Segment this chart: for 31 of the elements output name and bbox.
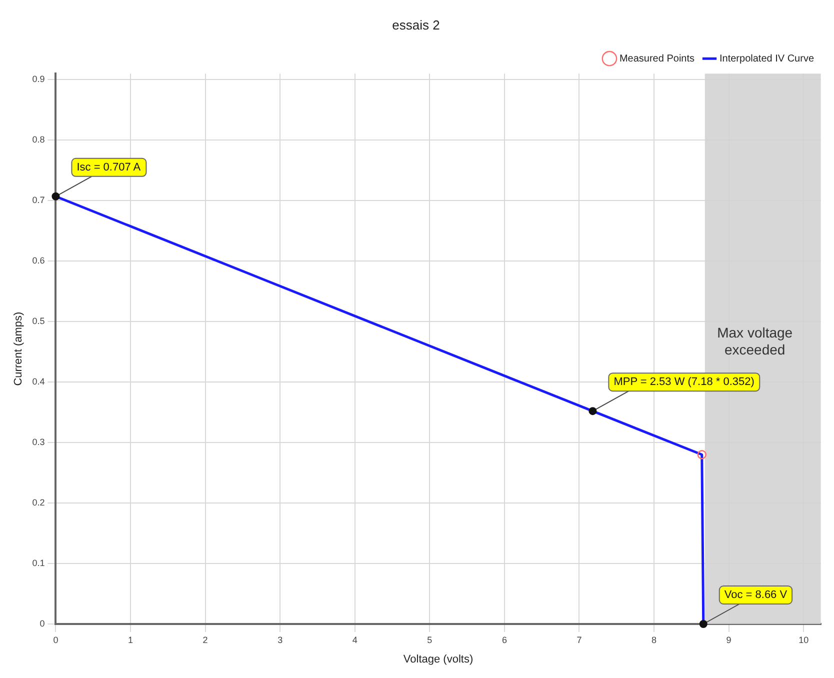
y-tick-label: 0.7: [32, 195, 45, 206]
y-tick-label: 0.8: [32, 134, 45, 145]
band-label: Max voltage exceeded: [717, 324, 793, 358]
legend-label: Measured Points: [619, 53, 695, 64]
point: [697, 450, 706, 460]
chart-title: essais 2: [392, 17, 440, 32]
x-tick-label: 10: [798, 634, 809, 645]
y-tick-label: 0.2: [32, 498, 45, 508]
x-axis-title: Voltage (volts): [403, 653, 474, 666]
x-tick-label: 5: [427, 634, 432, 645]
x-tick-label: 2: [202, 634, 208, 645]
y-tick-label: 0.9: [32, 74, 45, 84]
x-tick-label: 4: [352, 634, 358, 645]
y-axis-title: Current (amps): [12, 312, 25, 386]
x-tick-label: 7: [576, 634, 582, 645]
x-tick-label: 8: [652, 634, 657, 645]
legend-label: Interpolated IV Curve: [720, 53, 814, 64]
y-tick-label: 0.3: [32, 437, 45, 448]
x-tick-label: 3: [278, 634, 283, 645]
annotation: Voc = 8.66 V: [724, 589, 788, 602]
x-tick-label: 6: [502, 634, 507, 645]
y-tick-label: 0: [40, 618, 45, 628]
y-tick-label: 0.6: [32, 256, 45, 266]
x-tick-label: 9: [726, 634, 732, 645]
x-tick-label: 0: [53, 634, 58, 645]
annotation: Isc = 0.707 A: [76, 161, 142, 174]
y-tick-label: 0.4: [32, 376, 45, 387]
y-tick-label: 0.1: [32, 558, 45, 568]
annotation: MPP = 2.53 W (7.18 * 0.352): [614, 376, 754, 388]
x-tick-label: 1: [128, 634, 134, 645]
y-tick-label: 0.5: [32, 316, 45, 326]
